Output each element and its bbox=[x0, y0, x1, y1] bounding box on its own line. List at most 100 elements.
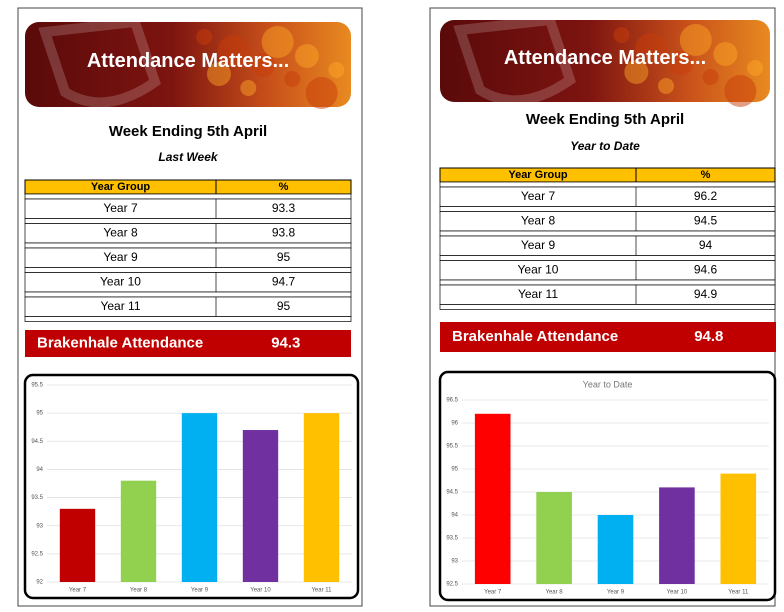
table-header bbox=[25, 180, 351, 194]
y-tick-label: 95.5 bbox=[446, 444, 458, 450]
table-cell: 95 bbox=[277, 250, 291, 264]
bar bbox=[720, 474, 756, 584]
table-row bbox=[440, 236, 775, 256]
table-spacer bbox=[25, 317, 351, 322]
bar bbox=[598, 515, 634, 584]
table-spacer bbox=[25, 243, 351, 248]
bar bbox=[60, 509, 95, 582]
table-spacer bbox=[440, 256, 775, 261]
table-row bbox=[440, 261, 775, 281]
x-tick-label: Year 10 bbox=[250, 588, 271, 594]
table-cell: 96.2 bbox=[694, 189, 718, 203]
table-row bbox=[25, 297, 351, 317]
x-tick-label: Year 9 bbox=[191, 588, 209, 594]
banner-title: Attendance Matters... bbox=[87, 50, 289, 72]
banner-leaf bbox=[306, 77, 338, 109]
bar bbox=[304, 413, 339, 582]
y-tick-label: 95.5 bbox=[31, 383, 43, 389]
y-tick-label: 93 bbox=[36, 523, 43, 529]
y-tick-label: 94 bbox=[36, 467, 43, 473]
banner-leaf bbox=[240, 80, 256, 96]
table-row bbox=[25, 224, 351, 244]
bar bbox=[536, 492, 572, 584]
title: Week Ending 5th April bbox=[526, 111, 684, 128]
banner-leaf bbox=[724, 75, 756, 107]
table-row bbox=[25, 248, 351, 268]
x-tick-label: Year 8 bbox=[130, 588, 148, 594]
banner-leaf bbox=[747, 60, 763, 76]
y-tick-label: 96.5 bbox=[446, 398, 458, 404]
y-tick-label: 93.5 bbox=[31, 495, 43, 501]
y-tick-label: 92.5 bbox=[31, 551, 43, 557]
y-tick-label: 92 bbox=[36, 580, 43, 586]
table-cell: Year 11 bbox=[100, 299, 140, 313]
table-spacer bbox=[440, 182, 775, 187]
banner-title: Attendance Matters... bbox=[504, 47, 706, 69]
table-cell: Year 7 bbox=[521, 189, 556, 203]
table-row bbox=[440, 285, 775, 305]
table-row bbox=[25, 199, 351, 219]
table-cell: 94 bbox=[699, 238, 713, 252]
table-cell: 93.8 bbox=[272, 226, 296, 240]
subtitle: Year to Date bbox=[570, 139, 640, 153]
x-tick-label: Year 11 bbox=[728, 590, 749, 596]
table-header-cell: Year Group bbox=[91, 181, 151, 193]
table-row bbox=[440, 212, 775, 232]
bar bbox=[182, 413, 217, 582]
table-cell: 93.3 bbox=[272, 201, 296, 215]
table-header-cell: Year Group bbox=[508, 169, 568, 181]
table-row bbox=[440, 187, 775, 207]
table-cell: Year 11 bbox=[518, 287, 558, 301]
table-spacer bbox=[440, 305, 775, 310]
table-cell: 94.6 bbox=[694, 263, 718, 277]
y-tick-label: 95 bbox=[451, 467, 458, 473]
table-cell: Year 10 bbox=[100, 275, 141, 289]
x-tick-label: Year 10 bbox=[667, 590, 688, 596]
table-header-cell: % bbox=[701, 169, 711, 181]
banner-leaf bbox=[196, 29, 212, 45]
banner-leaf bbox=[713, 42, 737, 66]
banner-leaf bbox=[284, 71, 300, 87]
x-tick-label: Year 7 bbox=[484, 590, 502, 596]
subtitle: Last Week bbox=[158, 150, 218, 164]
table-spacer bbox=[25, 219, 351, 224]
banner-leaf bbox=[328, 62, 344, 78]
y-tick-label: 93.5 bbox=[446, 536, 458, 542]
bar bbox=[475, 414, 511, 584]
table-cell: 94.7 bbox=[272, 275, 296, 289]
table-spacer bbox=[25, 292, 351, 297]
table-spacer bbox=[440, 231, 775, 236]
table-row bbox=[25, 273, 351, 293]
x-tick-label: Year 11 bbox=[311, 588, 332, 594]
title: Week Ending 5th April bbox=[109, 123, 267, 140]
bar bbox=[243, 430, 278, 582]
y-tick-label: 94.5 bbox=[31, 439, 43, 445]
x-tick-label: Year 8 bbox=[546, 590, 564, 596]
x-tick-label: Year 7 bbox=[69, 588, 87, 594]
page: Attendance Matters... Week Ending 5th Apr… bbox=[0, 0, 784, 612]
banner-leaf bbox=[614, 27, 630, 43]
total-label: Brakenhale Attendance bbox=[452, 328, 618, 345]
table-spacer bbox=[440, 280, 775, 285]
y-tick-label: 93 bbox=[451, 559, 458, 565]
table-spacer bbox=[25, 268, 351, 273]
y-tick-label: 95 bbox=[36, 411, 43, 417]
total-value: 94.8 bbox=[694, 328, 723, 345]
chart-title: Year to Date bbox=[583, 379, 633, 389]
table-cell: Year 7 bbox=[103, 201, 138, 215]
x-tick-label: Year 9 bbox=[607, 590, 625, 596]
bar bbox=[659, 487, 695, 584]
table-cell: Year 9 bbox=[521, 238, 556, 252]
table-cell: Year 8 bbox=[521, 214, 556, 228]
total-label: Brakenhale Attendance bbox=[37, 334, 203, 351]
total-value: 94.3 bbox=[271, 334, 300, 351]
table-cell: Year 10 bbox=[518, 263, 559, 277]
table-header bbox=[440, 168, 775, 182]
y-tick-label: 92.5 bbox=[446, 582, 458, 588]
banner-leaf bbox=[703, 69, 719, 85]
table-spacer bbox=[25, 194, 351, 199]
bar bbox=[121, 481, 156, 582]
table-cell: Year 9 bbox=[103, 250, 138, 264]
table-cell: 95 bbox=[277, 299, 291, 313]
table-cell: 94.9 bbox=[694, 287, 718, 301]
